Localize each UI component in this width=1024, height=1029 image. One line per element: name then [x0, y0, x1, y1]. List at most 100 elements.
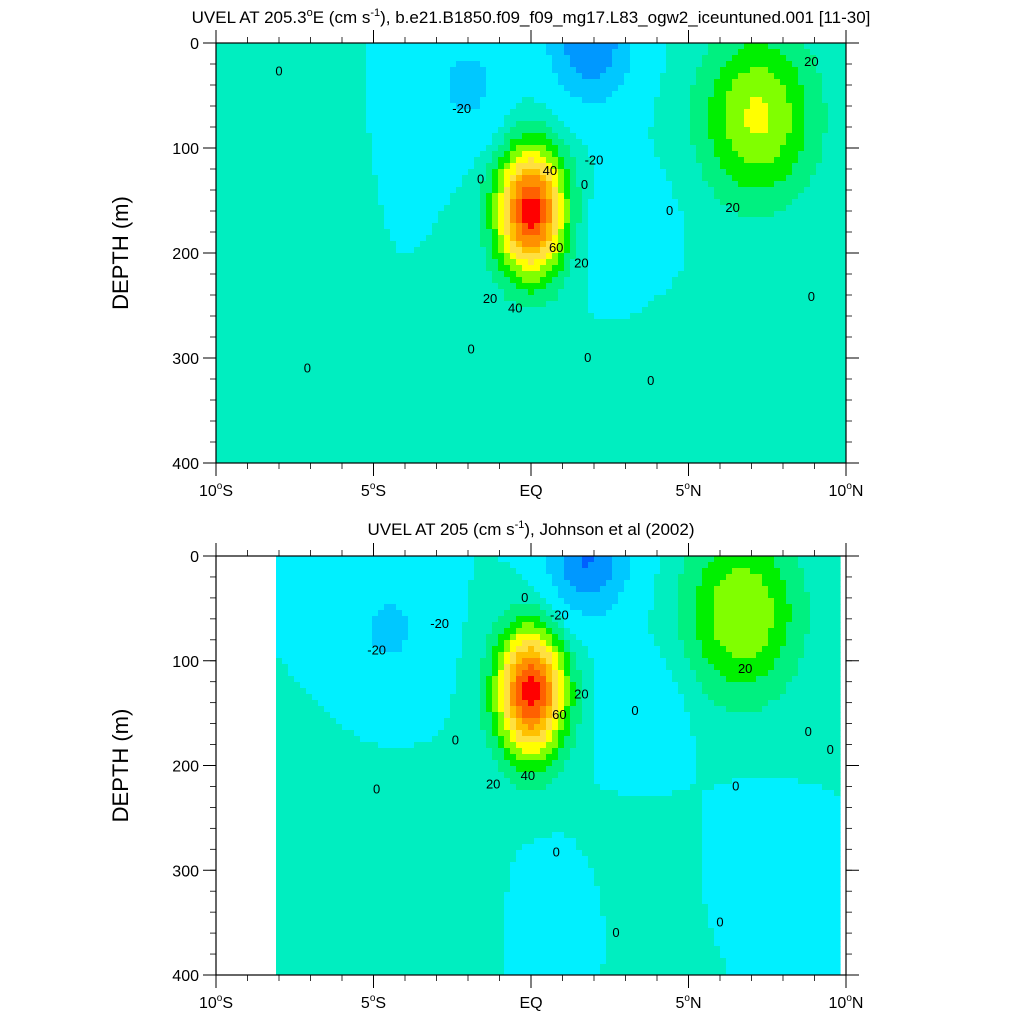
field-cell [534, 271, 541, 278]
field-cell [354, 187, 361, 194]
field-cell [582, 211, 589, 218]
field-cell [768, 61, 775, 68]
field-cell [552, 115, 559, 122]
field-cell [360, 199, 367, 206]
field-cell [498, 325, 505, 332]
field-cell [318, 133, 325, 140]
field-cell [468, 67, 475, 74]
field-cell [234, 319, 241, 326]
field-cell [588, 157, 595, 164]
field-cell [546, 61, 553, 68]
field-cell [522, 97, 529, 104]
field-cell [780, 85, 787, 92]
field-cell [342, 289, 349, 296]
field-cell [576, 319, 583, 326]
field-cell [636, 283, 643, 290]
field-cell [522, 175, 529, 182]
field-cell [606, 187, 613, 194]
field-cell [642, 73, 649, 80]
field-cell [822, 319, 829, 326]
field-cell [504, 181, 511, 188]
field-cell [492, 247, 499, 254]
field-cell [468, 289, 475, 296]
field-cell [822, 157, 829, 164]
field-cell [516, 229, 523, 236]
field-cell [288, 79, 295, 86]
field-cell [672, 211, 679, 218]
field-cell [396, 139, 403, 146]
field-cell [792, 241, 799, 248]
field-cell [570, 169, 577, 176]
field-cell [762, 193, 769, 200]
field-cell [792, 289, 799, 296]
field-cell [744, 163, 751, 170]
field-cell [558, 295, 565, 302]
field-cell [216, 265, 223, 272]
field-cell [372, 103, 379, 110]
field-cell [498, 247, 505, 254]
field-cell [810, 163, 817, 170]
field-cell [558, 157, 565, 164]
field-cell [318, 307, 325, 314]
field-cell [726, 61, 733, 68]
field-cell [468, 259, 475, 266]
field-cell [582, 259, 589, 266]
field-cell [456, 205, 463, 212]
field-cell [462, 121, 469, 128]
field-cell [624, 265, 631, 272]
field-cell [438, 199, 445, 206]
field-cell [456, 259, 463, 266]
field-cell [678, 145, 685, 152]
field-cell [570, 253, 577, 260]
field-cell [402, 277, 409, 284]
field-cell [318, 79, 325, 86]
field-cell [516, 181, 523, 188]
field-cell [264, 301, 271, 308]
field-cell [642, 283, 649, 290]
field-cell [384, 175, 391, 182]
field-cell [708, 121, 715, 128]
field-cell [798, 133, 805, 140]
field-cell [606, 133, 613, 140]
field-cell [576, 259, 583, 266]
field-cell [216, 277, 223, 284]
field-cell [588, 205, 595, 212]
field-cell [342, 301, 349, 308]
field-cell [306, 91, 313, 98]
field-cell [348, 169, 355, 176]
field-cell [594, 169, 601, 176]
field-cell [588, 163, 595, 170]
field-cell [276, 277, 283, 284]
field-cell [258, 157, 265, 164]
field-cell [750, 151, 757, 158]
field-cell [264, 103, 271, 110]
field-cell [552, 271, 559, 278]
field-cell [312, 163, 319, 170]
field-cell [744, 307, 751, 314]
field-cell [432, 295, 439, 302]
field-cell [378, 217, 385, 224]
field-cell [408, 211, 415, 218]
field-cell [354, 211, 361, 218]
field-cell [216, 127, 223, 134]
field-cell [582, 49, 589, 56]
field-cell [282, 301, 289, 308]
field-cell [468, 43, 475, 50]
field-cell [672, 223, 679, 230]
field-cell [228, 133, 235, 140]
field-cell [612, 271, 619, 278]
field-cell [564, 127, 571, 134]
field-cell [762, 121, 769, 128]
field-cell [792, 253, 799, 260]
field-cell [312, 157, 319, 164]
field-cell [630, 49, 637, 56]
field-cell [540, 67, 547, 74]
field-cell [372, 241, 379, 248]
field-cell [474, 139, 481, 146]
field-cell [498, 103, 505, 110]
field-cell [222, 193, 229, 200]
field-cell [564, 49, 571, 56]
field-cell [792, 115, 799, 122]
field-cell [594, 181, 601, 188]
field-cell [234, 181, 241, 188]
